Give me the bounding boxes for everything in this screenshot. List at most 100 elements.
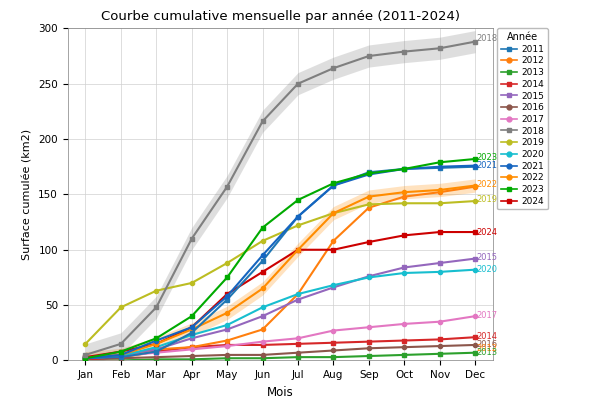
2012 (259, 327, 266, 332)
2015 (82, 355, 89, 360)
2014 (436, 337, 444, 342)
2019 (471, 198, 479, 203)
2015 (294, 297, 302, 302)
2019 (294, 223, 302, 228)
2015 (365, 274, 373, 279)
2019 (400, 201, 408, 206)
2019 (259, 239, 266, 243)
2019 (224, 260, 231, 265)
2024 (259, 269, 266, 274)
2019 (188, 281, 195, 286)
2013 (259, 356, 266, 361)
2018 (224, 184, 231, 189)
2011 (365, 170, 373, 175)
2017 (471, 314, 479, 319)
2012 (330, 239, 337, 243)
2017 (330, 328, 337, 333)
2016 (471, 343, 479, 347)
2024 (82, 355, 89, 360)
2023 (259, 225, 266, 230)
2016 (117, 356, 124, 361)
2016 (330, 348, 337, 353)
2020 (82, 356, 89, 361)
2013 (330, 355, 337, 360)
2023 (153, 336, 160, 341)
2019 (330, 211, 337, 215)
2014 (294, 341, 302, 346)
2021 (259, 253, 266, 258)
2016 (294, 350, 302, 355)
2023 (436, 160, 444, 165)
2021 (82, 356, 89, 361)
Title: Courbe cumulative mensuelle par année (2011-2024): Courbe cumulative mensuelle par année (2… (101, 10, 460, 23)
Text: 2015: 2015 (477, 253, 498, 262)
Line: 2015: 2015 (83, 256, 477, 359)
2022 (117, 352, 124, 357)
2018 (259, 119, 266, 124)
2019 (82, 341, 89, 346)
2017 (400, 322, 408, 326)
2015 (188, 336, 195, 341)
2013 (188, 357, 195, 362)
2024 (471, 230, 479, 234)
2022 (436, 188, 444, 192)
Line: 2012: 2012 (83, 185, 477, 360)
2021 (117, 352, 124, 357)
2020 (153, 345, 160, 350)
Text: 2013: 2013 (477, 348, 498, 357)
Y-axis label: Surface cumulée (km2): Surface cumulée (km2) (23, 129, 33, 260)
2014 (471, 335, 479, 340)
2022 (400, 190, 408, 195)
2014 (259, 343, 266, 347)
Text: 2023: 2023 (477, 153, 498, 162)
2014 (330, 340, 337, 345)
2022 (294, 247, 302, 252)
2018 (330, 66, 337, 70)
Text: 2018: 2018 (477, 34, 498, 43)
2019 (153, 288, 160, 293)
2020 (330, 283, 337, 288)
2020 (400, 271, 408, 275)
2011 (188, 330, 195, 335)
2021 (330, 183, 337, 188)
2012 (153, 347, 160, 352)
2016 (82, 357, 89, 362)
2022 (365, 194, 373, 199)
2012 (188, 345, 195, 350)
2017 (188, 347, 195, 352)
2022 (330, 211, 337, 215)
2013 (117, 358, 124, 363)
2018 (188, 236, 195, 241)
2020 (259, 305, 266, 310)
2013 (400, 352, 408, 357)
Text: 2012: 2012 (477, 344, 498, 353)
2014 (188, 345, 195, 350)
2016 (259, 352, 266, 357)
Line: 2023: 2023 (83, 157, 477, 360)
2021 (153, 338, 160, 343)
2015 (117, 352, 124, 357)
Line: 2022: 2022 (83, 183, 477, 360)
2022 (188, 327, 195, 332)
2011 (224, 297, 231, 302)
2023 (82, 356, 89, 361)
2022 (259, 286, 266, 291)
2012 (117, 352, 124, 357)
Text: 2022: 2022 (477, 180, 498, 189)
2024 (153, 341, 160, 346)
2020 (294, 292, 302, 296)
X-axis label: Mois: Mois (267, 386, 294, 399)
2018 (82, 352, 89, 357)
2012 (294, 292, 302, 296)
2020 (365, 275, 373, 280)
2024 (330, 247, 337, 252)
Line: 2013: 2013 (83, 351, 477, 362)
2011 (153, 349, 160, 354)
2022 (224, 310, 231, 315)
2013 (471, 350, 479, 355)
2024 (436, 230, 444, 234)
2017 (365, 325, 373, 330)
2018 (153, 305, 160, 310)
2013 (436, 352, 444, 356)
2017 (294, 336, 302, 341)
